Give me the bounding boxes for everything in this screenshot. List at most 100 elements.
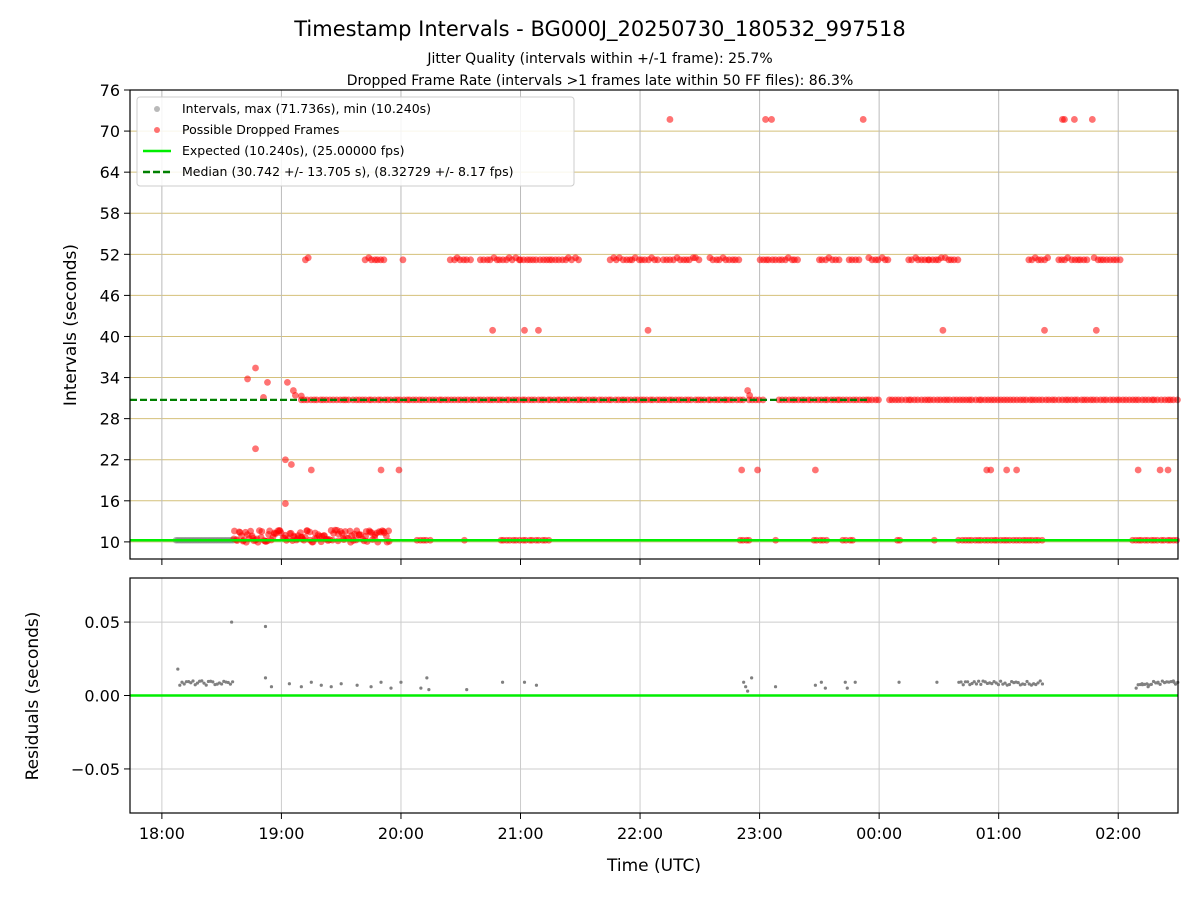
x-tick-label: 00:00: [856, 824, 902, 843]
residual-point: [1158, 682, 1162, 686]
dropped-frame-point: [794, 256, 801, 264]
dropped-frame-point: [1116, 256, 1124, 264]
dropped-frame-point: [654, 256, 662, 264]
legend-label-dropped: Possible Dropped Frames: [182, 122, 339, 137]
residual-point: [299, 685, 303, 689]
intervals-y-tick-label: 34: [100, 369, 120, 388]
residual-point: [819, 680, 823, 684]
intervals-y-tick-label: 10: [100, 533, 120, 552]
dropped-frame-point: [811, 466, 819, 474]
dropped-frame-point: [575, 256, 582, 264]
legend-marker-intervals: [154, 106, 160, 112]
residual-point: [500, 680, 505, 684]
chart-subtitle-2: Dropped Frame Rate (intervals >1 frames …: [347, 73, 854, 89]
dropped-frame-point: [521, 326, 528, 334]
chart-subtitle-1: Jitter Quality (intervals within +/-1 fr…: [426, 51, 772, 67]
residual-point: [389, 686, 393, 690]
residuals-y-tick-label: −0.05: [71, 760, 120, 779]
residual-point: [184, 680, 189, 684]
x-tick-label: 22:00: [617, 824, 663, 843]
residual-point: [750, 676, 754, 680]
dropped-frame-point: [1092, 326, 1100, 334]
dropped-frame-point: [304, 254, 312, 262]
dropped-frame-point: [282, 500, 289, 507]
residual-point: [990, 682, 994, 686]
residuals-y-tick-label: 0.00: [84, 687, 120, 706]
dropped-frame-point: [1070, 116, 1078, 123]
residual-point: [1149, 682, 1153, 686]
dropped-frame-point: [282, 456, 289, 464]
residual-point: [200, 679, 204, 683]
residual-point: [1023, 682, 1027, 687]
dropped-frame-point: [884, 256, 892, 264]
residual-point: [176, 667, 180, 671]
residual-point: [1156, 680, 1160, 684]
dropped-frame-point: [1134, 466, 1142, 474]
residual-point: [974, 682, 979, 686]
dropped-frame-point: [954, 256, 962, 264]
dropped-frame-point: [291, 391, 299, 399]
dropped-frame-point: [380, 256, 388, 264]
dropped-frame-point: [762, 116, 769, 123]
residual-point: [961, 683, 965, 687]
residual-point: [742, 680, 746, 684]
residual-point: [773, 685, 778, 689]
residual-point: [231, 680, 235, 684]
dropped-frame-point: [489, 326, 497, 334]
residual-point: [427, 688, 431, 692]
residual-point: [287, 682, 291, 686]
intervals-y-tick-label: 22: [100, 451, 120, 470]
intervals-y-tick-label: 52: [100, 245, 120, 264]
residual-point: [1134, 686, 1138, 690]
x-tick-label: 19:00: [258, 824, 304, 843]
legend-label-intervals: Intervals, max (71.736s), min (10.240s): [182, 101, 431, 116]
dropped-frame-point: [264, 378, 271, 386]
dropped-frame-point: [1083, 256, 1091, 264]
residual-point: [972, 680, 976, 684]
dropped-frame-point: [252, 364, 259, 372]
x-tick-label: 23:00: [737, 824, 783, 843]
residual-point: [204, 683, 208, 687]
legend-frame: [136, 96, 575, 187]
residual-point: [970, 681, 974, 686]
residual-point: [823, 686, 827, 690]
residual-point: [465, 688, 469, 692]
residual-point: [996, 683, 1001, 687]
residual-point: [195, 681, 200, 685]
chart-title: Timestamp Intervals - BG000J_20250730_18…: [293, 17, 906, 42]
residual-point: [1007, 682, 1012, 687]
dropped-frame-point: [939, 326, 947, 334]
dropped-frame-point: [754, 466, 762, 474]
dropped-frame-point: [738, 466, 746, 474]
residual-point: [983, 680, 987, 684]
residual-point: [329, 685, 333, 689]
dropped-frame-point: [768, 116, 775, 123]
dropped-frame-point: [1088, 116, 1096, 123]
residual-point: [230, 620, 234, 624]
residual-point: [263, 676, 268, 680]
residual-point: [228, 682, 233, 686]
dropped-frame-point: [835, 256, 843, 264]
dropped-frame-point: [859, 116, 867, 123]
residual-point: [339, 682, 343, 686]
dropped-frame-point: [244, 375, 251, 383]
residual-point: [211, 680, 215, 684]
dropped-frame-point: [735, 256, 743, 264]
intervals-y-tick-label: 70: [100, 122, 120, 141]
residual-point: [191, 679, 195, 683]
dropped-frame-point: [666, 116, 674, 123]
residual-point: [1025, 679, 1029, 684]
dropped-frame-point: [258, 528, 266, 535]
residual-point: [935, 680, 939, 684]
residuals-y-tick-label: 0.05: [84, 613, 120, 632]
dropped-frame-point: [1003, 466, 1011, 474]
residual-point: [180, 680, 184, 684]
residual-point: [977, 679, 981, 683]
x-tick-label: 18:00: [139, 824, 185, 843]
dropped-frame-point: [283, 378, 291, 386]
legend-label-expected: Expected (10.240s), (25.00000 fps): [182, 143, 404, 158]
residual-point: [994, 681, 998, 685]
intervals-plot-frame: [129, 89, 1179, 560]
residual-point: [843, 680, 847, 684]
